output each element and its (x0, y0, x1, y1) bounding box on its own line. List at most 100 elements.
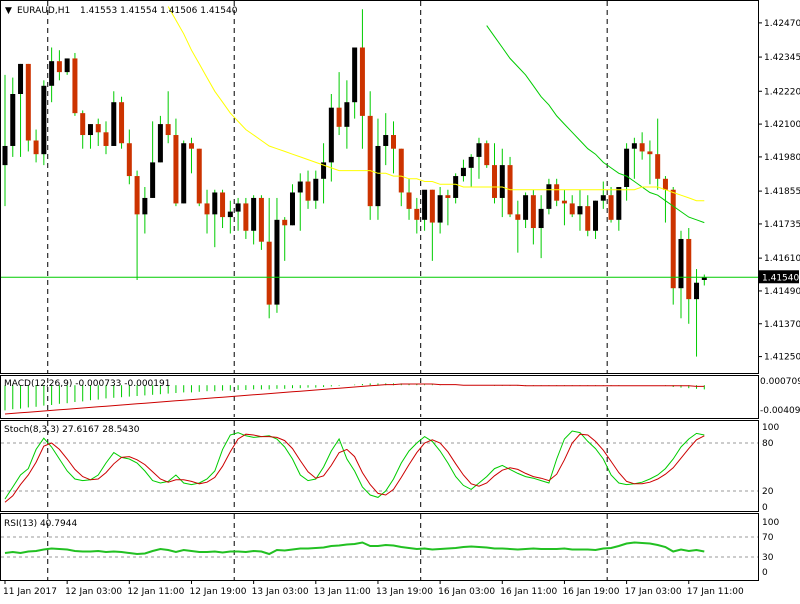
candle-body[interactable] (56, 61, 62, 73)
candle-body[interactable] (87, 124, 93, 136)
candle-body[interactable] (266, 241, 272, 305)
candle-body[interactable] (204, 203, 210, 215)
time-tick-label: 12 Jan 03:00 (65, 587, 122, 597)
candle-body[interactable] (282, 219, 288, 226)
candle-body[interactable] (476, 143, 482, 157)
candle-body[interactable] (600, 195, 606, 201)
candle-body[interactable] (196, 148, 202, 204)
candle-body[interactable] (624, 148, 630, 187)
candle-body[interactable] (492, 165, 498, 198)
candle-body[interactable] (414, 208, 420, 220)
rsi-chart[interactable] (4, 541, 705, 556)
candle-body[interactable] (18, 63, 24, 94)
candle-body[interactable] (670, 189, 676, 289)
candle-body[interactable] (608, 195, 614, 220)
candle-body[interactable] (383, 135, 389, 146)
candle-body[interactable] (336, 107, 342, 127)
candle-body[interactable] (530, 195, 536, 229)
candle-body[interactable] (64, 58, 70, 73)
candle-body[interactable] (655, 154, 661, 179)
candle-body[interactable] (515, 214, 521, 220)
candle-body[interactable] (460, 167, 466, 177)
candle-body[interactable] (80, 113, 86, 136)
candle-body[interactable] (585, 206, 591, 231)
candle-body[interactable] (41, 85, 47, 155)
candle-body[interactable] (453, 176, 459, 198)
candle-body[interactable] (297, 181, 303, 193)
candle-body[interactable] (398, 148, 404, 193)
candle-body[interactable] (484, 143, 490, 166)
candle-body[interactable] (554, 184, 560, 201)
stoch-panel-frame (0, 420, 759, 512)
stochastic-chart[interactable] (4, 430, 705, 503)
candle-body[interactable] (188, 143, 194, 149)
candle-body[interactable] (251, 197, 257, 231)
candle-body[interactable] (274, 219, 280, 305)
price-chart[interactable] (1, 6, 758, 357)
current-price-box (759, 270, 799, 284)
candle-body[interactable] (212, 192, 218, 215)
candle-body[interactable] (119, 102, 125, 144)
candle-body[interactable] (499, 165, 505, 198)
candle-body[interactable] (220, 192, 226, 218)
candle-body[interactable] (468, 156, 474, 168)
candle-body[interactable] (391, 135, 396, 149)
price-tick-label: 1.41250 (764, 353, 800, 363)
candle-body[interactable] (647, 151, 653, 155)
candle-body[interactable] (126, 143, 132, 177)
candle-body[interactable] (313, 178, 319, 201)
candle-body[interactable] (258, 197, 264, 242)
candle-body[interactable] (593, 200, 599, 231)
candle-body[interactable] (639, 143, 645, 152)
candle-body[interactable] (437, 195, 443, 223)
candle-body[interactable] (10, 94, 16, 146)
candle-body[interactable] (429, 189, 435, 223)
indicator-levels (1, 442, 758, 558)
candle-body[interactable] (305, 181, 311, 201)
candle-body[interactable] (367, 115, 373, 207)
candle-body[interactable] (321, 162, 327, 179)
candle-body[interactable] (686, 238, 692, 300)
candle-body[interactable] (150, 162, 156, 198)
candle-body[interactable] (538, 208, 544, 229)
candle-body[interactable] (33, 140, 39, 155)
candle-body[interactable] (227, 211, 233, 218)
candle-body[interactable] (701, 277, 707, 280)
candle-body[interactable] (103, 132, 109, 146)
candle-body[interactable] (134, 176, 140, 215)
candle-body[interactable] (25, 63, 31, 141)
candle-body[interactable] (662, 178, 668, 190)
candle-body[interactable] (577, 206, 583, 215)
candle-body[interactable] (523, 195, 529, 220)
candle-body[interactable] (694, 282, 700, 300)
candle-body[interactable] (344, 102, 350, 127)
candle-body[interactable] (243, 203, 249, 231)
symbol-arrow[interactable]: ▼ (5, 6, 12, 16)
candle-body[interactable] (546, 184, 552, 209)
candle-body[interactable] (375, 145, 381, 207)
candle-body[interactable] (142, 197, 148, 215)
candle-body[interactable] (561, 200, 567, 204)
candle-body[interactable] (678, 238, 684, 289)
candle-body[interactable] (173, 135, 179, 204)
candle-body[interactable] (445, 195, 451, 198)
candle-body[interactable] (165, 124, 171, 136)
candle-body[interactable] (235, 203, 241, 212)
candle-body[interactable] (95, 124, 101, 133)
candle-body[interactable] (422, 189, 428, 220)
candle-body[interactable] (111, 102, 117, 146)
candle-body[interactable] (616, 187, 622, 220)
candle-body[interactable] (352, 47, 358, 103)
candle-body[interactable] (289, 192, 295, 226)
candle-body[interactable] (328, 107, 334, 163)
candle-body[interactable] (406, 192, 412, 209)
candle-body[interactable] (631, 143, 637, 149)
candle-body[interactable] (157, 124, 163, 163)
macd-chart[interactable] (4, 383, 705, 415)
candle-body[interactable] (569, 203, 575, 215)
candle-body[interactable] (2, 145, 8, 166)
candle-body[interactable] (359, 47, 365, 116)
candle-body[interactable] (181, 143, 187, 204)
candle-body[interactable] (49, 61, 55, 86)
candle-body[interactable] (72, 58, 78, 114)
